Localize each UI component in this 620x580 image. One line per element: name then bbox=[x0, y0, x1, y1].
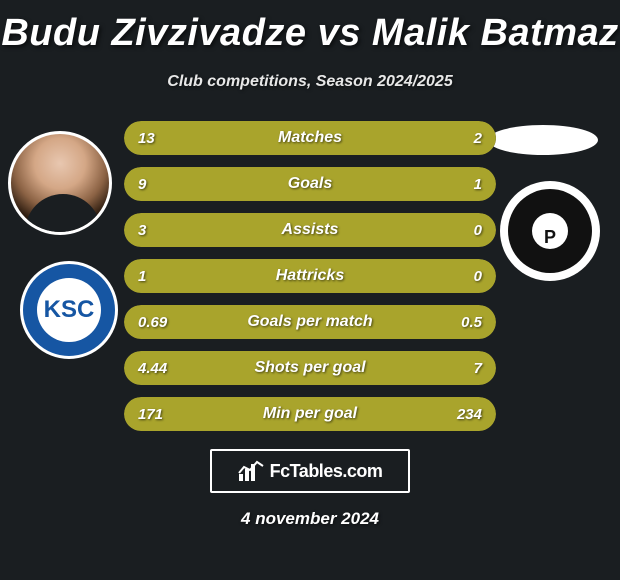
comparison-panel: KSC P 13Matches29Goals13Assists01Hattric… bbox=[0, 121, 620, 431]
page-title: Budu Zivzivadze vs Malik Batmaz bbox=[0, 0, 620, 55]
stat-value-right: 1 bbox=[474, 176, 482, 193]
stat-bars: 13Matches29Goals13Assists01Hattricks00.6… bbox=[124, 121, 496, 431]
stat-value-right: 234 bbox=[457, 406, 482, 423]
stat-row: 1Hattricks0 bbox=[124, 259, 496, 293]
stat-row: 171Min per goal234 bbox=[124, 397, 496, 431]
stat-value-right: 2 bbox=[474, 130, 482, 147]
stat-label: Hattricks bbox=[124, 267, 496, 285]
stat-row: 9Goals1 bbox=[124, 167, 496, 201]
club-right-initial: P bbox=[544, 227, 556, 248]
eagle-icon: P bbox=[508, 189, 592, 273]
stat-label: Shots per goal bbox=[124, 359, 496, 377]
stat-label: Matches bbox=[124, 129, 496, 147]
subtitle: Club competitions, Season 2024/2025 bbox=[0, 73, 620, 91]
player-right-placeholder bbox=[488, 125, 598, 155]
stat-label: Assists bbox=[124, 221, 496, 239]
stat-row: 0.69Goals per match0.5 bbox=[124, 305, 496, 339]
stat-row: 13Matches2 bbox=[124, 121, 496, 155]
stat-value-right: 0 bbox=[474, 222, 482, 239]
brand-box: FcTables.com bbox=[210, 449, 410, 493]
brand-text: FcTables.com bbox=[270, 461, 383, 482]
stat-value-right: 7 bbox=[474, 360, 482, 377]
stat-row: 4.44Shots per goal7 bbox=[124, 351, 496, 385]
date-label: 4 november 2024 bbox=[0, 509, 620, 529]
club-left-initials: KSC bbox=[37, 278, 101, 342]
player-left-photo bbox=[8, 131, 112, 235]
stat-label: Goals per match bbox=[124, 313, 496, 331]
stat-value-right: 0 bbox=[474, 268, 482, 285]
stat-label: Min per goal bbox=[124, 405, 496, 423]
stat-value-right: 0.5 bbox=[461, 314, 482, 331]
club-left-badge: KSC bbox=[20, 261, 118, 359]
club-right-badge: P bbox=[500, 181, 600, 281]
chart-icon bbox=[238, 460, 264, 482]
stat-row: 3Assists0 bbox=[124, 213, 496, 247]
stat-label: Goals bbox=[124, 175, 496, 193]
